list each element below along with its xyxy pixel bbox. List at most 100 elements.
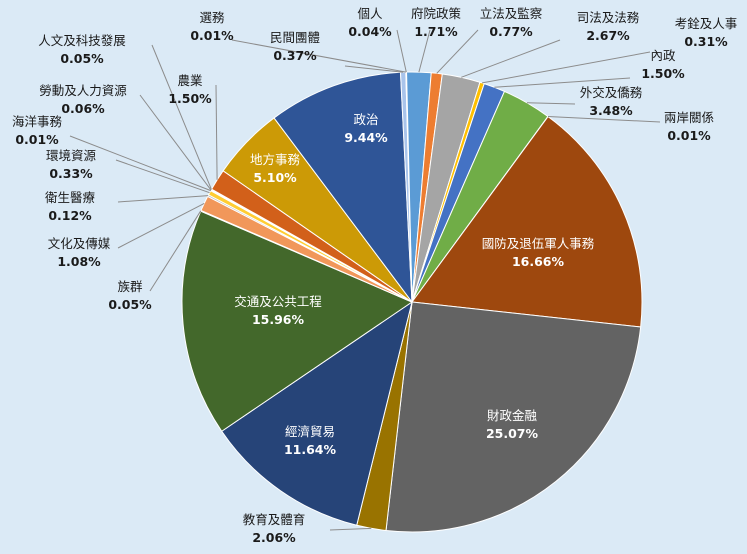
slice-label: 政治 9.44%: [344, 112, 388, 145]
slice-name: 外交及僑務: [580, 85, 643, 100]
slice-label: 司法及法務 2.67%: [577, 10, 640, 43]
slice-name: 環境資源: [46, 148, 97, 163]
leader-line: [149, 210, 202, 292]
slice-label: 兩岸關係 0.01%: [664, 110, 714, 143]
slice-labels: 個人 0.04% 府院政策 1.71% 立法及監察 0.77% 司法及法務 2.67% 考銓及人…: [12, 6, 737, 545]
leader-line: [526, 102, 576, 105]
pie-slice: [181, 210, 414, 432]
slice-name: 族群: [117, 279, 143, 294]
pie-slice: [273, 71, 413, 304]
leader-line: [547, 116, 661, 123]
leader-line: [151, 44, 212, 190]
slice-label: 勞動及人力資源 0.06%: [39, 83, 127, 116]
slice-name: 文化及傳媒: [48, 236, 111, 251]
slice-percent: 2.06%: [252, 530, 296, 545]
slice-name: 經濟貿易: [285, 424, 335, 439]
slice-label: 環境資源 0.33%: [46, 148, 97, 181]
slice-label: 地方事務 5.10%: [250, 152, 301, 185]
slice-label: 文化及傳媒 1.08%: [48, 236, 111, 269]
pie-slice: [221, 300, 413, 526]
slice-label: 海洋事務 0.01%: [12, 114, 63, 147]
slice-percent: 0.37%: [273, 48, 317, 63]
slice-percent: 3.48%: [589, 103, 633, 118]
slice-name: 衛生醫療: [45, 190, 96, 205]
slice-percent: 1.50%: [168, 91, 212, 106]
slice-label: 國防及退伍軍人事務 16.66%: [482, 236, 595, 269]
leader-line: [461, 39, 561, 78]
slice-name: 司法及法務: [577, 10, 640, 25]
slice-label: 人文及科技發展 0.05%: [38, 33, 126, 66]
leader-lines: [69, 29, 661, 531]
leader-line: [494, 77, 631, 88]
slice-percent: 11.64%: [284, 442, 337, 457]
slice-percent: 25.07%: [486, 426, 539, 441]
slice-name: 府院政策: [411, 6, 462, 21]
slice-percent: 2.67%: [586, 28, 630, 43]
slice-name: 財政金融: [487, 408, 538, 423]
slice-percent: 0.06%: [61, 101, 105, 116]
slice-percent: 0.05%: [108, 297, 152, 312]
slice-percent: 0.12%: [48, 208, 92, 223]
leader-line: [344, 65, 404, 73]
slice-label: 立法及監察 0.77%: [480, 6, 543, 39]
slice-percent: 1.71%: [414, 24, 458, 39]
slice-name: 地方事務: [250, 152, 301, 167]
leader-line: [231, 39, 406, 73]
slice-name: 內政: [650, 48, 676, 63]
slice-name: 選務: [199, 10, 225, 25]
slice-name: 交通及公共工程: [234, 294, 322, 309]
leader-line: [418, 29, 431, 73]
slice-percent: 0.77%: [489, 24, 533, 39]
slice-percent: 16.66%: [512, 254, 565, 269]
slice-percent: 1.50%: [641, 66, 685, 81]
slice-percent: 15.96%: [252, 312, 305, 327]
pie-slice: [385, 301, 642, 533]
slice-label: 經濟貿易 11.64%: [284, 424, 337, 457]
slice-label: 個人 0.04%: [348, 6, 392, 39]
slice-name: 教育及體育: [243, 512, 306, 527]
slice-name: 勞動及人力資源: [39, 83, 127, 98]
slice-percent: 5.10%: [253, 170, 297, 185]
slice-percent: 0.01%: [667, 128, 711, 143]
slice-percent: 0.33%: [49, 166, 93, 181]
pie-slices: [181, 71, 643, 533]
slice-label: 衛生醫療 0.12%: [45, 190, 96, 223]
slice-label: 外交及僑務 3.48%: [580, 85, 643, 118]
slice-name: 立法及監察: [480, 6, 543, 21]
leader-line: [436, 29, 479, 74]
slice-percent: 0.01%: [15, 132, 59, 147]
leader-line: [115, 159, 210, 194]
slice-percent: 0.04%: [348, 24, 392, 39]
slice-percent: 9.44%: [344, 130, 388, 145]
slice-label: 族群 0.05%: [108, 279, 152, 312]
leader-line: [117, 195, 209, 203]
slice-percent: 0.01%: [190, 28, 234, 43]
pie-slice: [411, 115, 643, 328]
leader-line: [482, 51, 651, 84]
slice-label: 選務 0.01%: [190, 10, 234, 43]
slice-percent: 0.31%: [684, 34, 728, 49]
slice-name: 政治: [353, 112, 378, 127]
leader-line: [139, 94, 212, 191]
slice-label: 內政 1.50%: [641, 48, 685, 81]
slice-label: 考銓及人事 0.31%: [675, 16, 738, 49]
slice-label: 農業 1.50%: [168, 73, 212, 106]
slice-label: 民間團體 0.37%: [270, 30, 320, 63]
slice-name: 國防及退伍軍人事務: [482, 236, 595, 251]
slice-name: 民間團體: [270, 30, 320, 45]
slice-name: 農業: [177, 73, 203, 88]
slice-label: 府院政策 1.71%: [411, 6, 462, 39]
slice-label: 交通及公共工程 15.96%: [234, 294, 322, 327]
slice-name: 兩岸關係: [664, 110, 714, 125]
leader-line: [215, 84, 218, 180]
slice-name: 個人: [357, 6, 383, 21]
slice-name: 人文及科技發展: [38, 33, 126, 48]
slice-label: 教育及體育 2.06%: [243, 512, 306, 545]
leader-line: [117, 202, 205, 249]
slice-percent: 1.08%: [57, 254, 101, 269]
leader-line: [69, 135, 211, 192]
slice-name: 海洋事務: [12, 114, 63, 129]
slice-name: 考銓及人事: [675, 16, 738, 31]
leader-line: [396, 29, 407, 73]
